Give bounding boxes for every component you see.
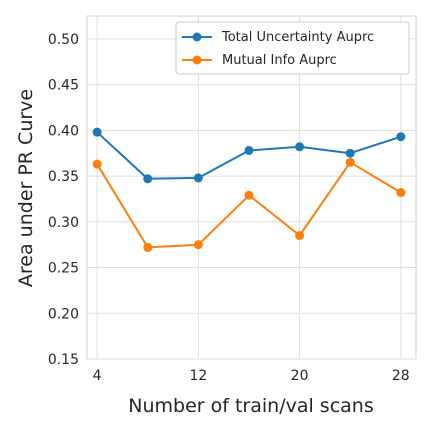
legend-marker-total-uncertainty [192,32,202,42]
series-layer [92,127,406,252]
data-point-0-4 [295,142,305,152]
tick-labels: 0.15 0.20 0.25 0.30 0.35 0.40 0.45 0.50 4 12 20 28 [48,32,410,384]
data-point-0-1 [143,174,153,184]
data-point-0-3 [244,145,254,155]
legend-marker-mutual-info [192,55,202,65]
y-tick-label: 0.35 [48,169,79,185]
data-point-0-6 [396,132,406,142]
y-axis-label: Area under PR Curve [15,89,37,287]
legend-label-mutual-info: Mutual Info Auprc [222,53,337,68]
legend-box [175,21,410,75]
data-point-1-5 [345,157,355,167]
y-tick-label: 0.40 [48,123,79,139]
y-tick-label: 0.20 [48,306,79,322]
x-tick-label: 28 [392,368,410,384]
legend: Total Uncertainty Auprc Mutual Info Aupr… [175,21,410,75]
data-point-0-2 [193,173,203,183]
data-point-1-1 [143,242,153,252]
legend-label-total-uncertainty: Total Uncertainty Auprc [221,30,374,45]
data-point-1-6 [396,188,406,198]
y-tick-label: 0.45 [48,78,79,94]
data-point-1-0 [92,159,102,169]
data-point-0-0 [92,127,102,137]
x-tick-label: 4 [93,368,102,384]
y-tick-label: 0.15 [48,352,79,368]
y-tick-label: 0.30 [48,215,79,231]
data-point-1-3 [244,190,254,200]
y-tick-label: 0.50 [48,32,79,48]
x-axis-label: Number of train/val scans [128,395,373,417]
y-tick-label: 0.25 [48,261,79,277]
data-point-1-4 [295,231,305,241]
data-point-0-5 [345,148,355,158]
data-point-1-2 [193,240,203,250]
x-tick-label: 20 [291,368,309,384]
x-tick-label: 12 [189,368,207,384]
